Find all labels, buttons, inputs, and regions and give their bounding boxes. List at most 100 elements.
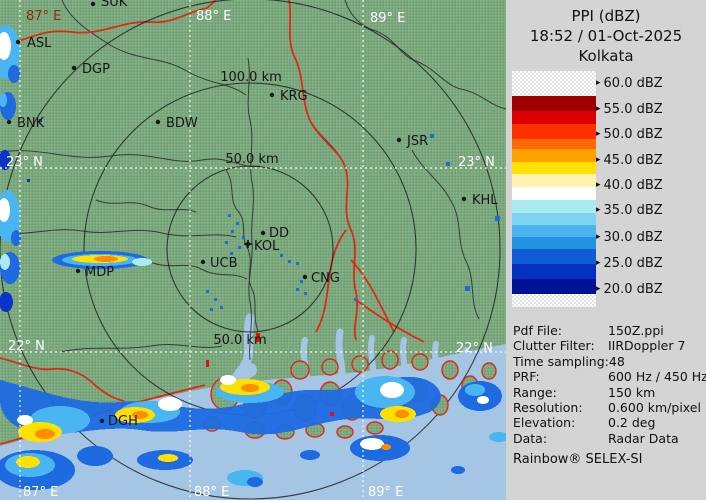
colorbar-band-below-20-checker xyxy=(512,294,596,307)
station-label-BNK: BNK xyxy=(17,116,45,131)
metadata-value: 150Z.ppi xyxy=(608,323,664,338)
metadata-label: Range: xyxy=(513,384,557,400)
colorbar-band-47.5-50 xyxy=(512,149,596,162)
colorbar-band-37.5-40 xyxy=(512,200,596,213)
station-label-KOL: KOL xyxy=(254,239,280,254)
legend-tick-arrow-icon: ▸ xyxy=(596,258,601,268)
legend-tick-arrow-icon: ▸ xyxy=(596,129,601,139)
colorbar-band-27.5-30 xyxy=(512,249,596,264)
colorbar-band-50-52.5 xyxy=(512,139,596,149)
scan-datetime: 18:52 / 01-Oct-2025 xyxy=(529,27,683,45)
metadata-value: IIRDoppler 7 xyxy=(608,338,686,354)
legend-label-45.0: ▸ 45.0 dBZ xyxy=(596,153,663,168)
legend-label-text: 45.0 dBZ xyxy=(603,153,663,168)
legend-tick-arrow-icon: ▸ xyxy=(596,232,601,242)
radar-map-canvas: 100.0 km 50.0 km 50.0 km 87° E 88° E 89° E 87°… xyxy=(0,0,506,500)
station-dot-CNG xyxy=(302,274,308,280)
station-dot-KOL xyxy=(245,241,251,247)
legend-tick-arrow-icon: ▸ xyxy=(596,104,601,114)
metadata-row: Data: Radar Data xyxy=(513,431,705,446)
legend-label-20.0: ▸ 20.0 dBZ xyxy=(596,282,663,297)
legend-label-40.0: ▸ 40.0 dBZ xyxy=(596,178,663,193)
station-dot-BNK xyxy=(6,119,12,125)
metadata-row: Elevation: 0.2 deg xyxy=(513,415,705,430)
map-labels-layer: 100.0 km 50.0 km 50.0 km 87° E 88° E 89° E 87°… xyxy=(6,0,498,500)
metadata-label: Clutter Filter: xyxy=(513,338,595,354)
metadata-label: Pdf File: xyxy=(513,323,562,338)
radar-echoes xyxy=(0,25,506,490)
station-dot-MDP xyxy=(75,268,81,274)
legend-tick-arrow-icon: ▸ xyxy=(596,78,601,88)
metadata-row: PRF: 600 Hz / 450 Hz xyxy=(513,369,706,385)
colorbar-band-35-37.5 xyxy=(512,213,596,225)
legend-tick-arrow-icon: ▸ xyxy=(596,284,601,294)
station-dot-DGH xyxy=(99,418,105,424)
legend-tick-arrow-icon: ▸ xyxy=(596,205,601,215)
metadata-label: PRF: xyxy=(513,369,540,385)
metadata-value: Radar Data xyxy=(608,430,679,446)
legend-label-text: 20.0 dBZ xyxy=(603,282,663,297)
station-dot-DGP xyxy=(71,65,77,71)
software-brand: Rainbow® SELEX-SI xyxy=(513,452,643,467)
legend-tick-arrow-icon: ▸ xyxy=(596,180,601,190)
dbz-colorbar xyxy=(512,71,596,307)
station-dot-BDW xyxy=(155,119,161,125)
radar-map-area[interactable]: 100.0 km 50.0 km 50.0 km 87° E 88° E 89° E 87°… xyxy=(0,0,506,500)
latlon-label: 22° N xyxy=(456,341,493,356)
latlon-label: 89° E xyxy=(370,11,405,26)
legend-label-text: 35.0 dBZ xyxy=(603,203,663,218)
metadata-row: Range: 150 km xyxy=(513,385,705,400)
station-dot-KHL xyxy=(461,196,467,202)
metadata-row: Resolution: 0.600 km/pixel xyxy=(513,400,705,415)
colorbar-band-55-57.5 xyxy=(512,111,596,124)
colorbar-band-32.5-35 xyxy=(512,225,596,237)
legend-label-text: 55.0 dBZ xyxy=(603,102,663,117)
colorbar-band-40-42.5 xyxy=(512,187,596,200)
legend-label-text: 30.0 dBZ xyxy=(603,230,663,245)
latlon-label: 87° E xyxy=(23,485,58,500)
station-label-DGP: DGP xyxy=(82,62,110,77)
metadata-row: Clutter Filter: IIRDoppler 7 xyxy=(513,338,705,353)
legend-label-35.0: ▸ 35.0 dBZ xyxy=(596,203,663,218)
legend-label-55.0: ▸ 55.0 dBZ xyxy=(596,102,663,117)
station-label-JSR: JSR xyxy=(406,134,428,149)
colorbar-band-57.5-60 xyxy=(512,96,596,111)
metadata-label: Elevation: xyxy=(513,415,576,431)
station-dot-SUK xyxy=(90,1,96,7)
radar-station-name: Kolkata xyxy=(578,47,634,65)
product-title: PPI (dBZ) xyxy=(571,7,641,25)
legend-tick-arrow-icon: ▸ xyxy=(596,155,601,165)
range-ring-label: 50.0 km xyxy=(225,152,278,167)
station-label-KHL: KHL xyxy=(472,193,498,208)
station-label-SUK: SUK xyxy=(101,0,128,10)
legend-label-30.0: ▸ 30.0 dBZ xyxy=(596,230,663,245)
colorbar-band-above-60-checker xyxy=(512,71,596,96)
scan-metadata-list: Pdf File: 150Z.ppi Clutter Filter: IIRDoppl… xyxy=(513,323,706,446)
station-label-UCB: UCB xyxy=(210,256,238,271)
latlon-label: 23° N xyxy=(458,155,495,170)
latlon-grid xyxy=(0,0,506,500)
station-dot-JSR xyxy=(396,137,402,143)
range-ring-label: 50.0 km xyxy=(213,333,266,348)
colorbar-band-45-47.5 xyxy=(512,162,596,174)
station-dot-UCB xyxy=(200,259,206,265)
latlon-label: 88° E xyxy=(196,9,231,24)
colorbar-band-22.5-25 xyxy=(512,279,596,294)
station-dot-KRG xyxy=(269,92,275,98)
colorbar-band-42.5-45 xyxy=(512,174,596,187)
station-label-MDP: MDP xyxy=(85,265,114,280)
info-panel: PPI (dBZ) 18:52 / 01-Oct-2025 Kolkata ▸ 6… xyxy=(506,0,706,500)
latlon-label: 23° N xyxy=(6,155,43,170)
district-boundaries xyxy=(0,0,506,361)
metadata-row: Pdf File: 150Z.ppi xyxy=(513,323,705,338)
metadata-label: Time sampling: xyxy=(513,353,609,369)
legend-label-text: 60.0 dBZ xyxy=(603,76,663,91)
legend-label-50.0: ▸ 50.0 dBZ xyxy=(596,127,663,142)
legend-label-25.0: ▸ 25.0 dBZ xyxy=(596,256,663,271)
latlon-label: 89° E xyxy=(368,485,403,500)
latlon-label: 22° N xyxy=(8,339,45,354)
range-ring-50km xyxy=(166,165,334,333)
colorbar-band-52.5-55 xyxy=(512,124,596,139)
legend-label-60.0: ▸ 60.0 dBZ xyxy=(596,76,663,91)
